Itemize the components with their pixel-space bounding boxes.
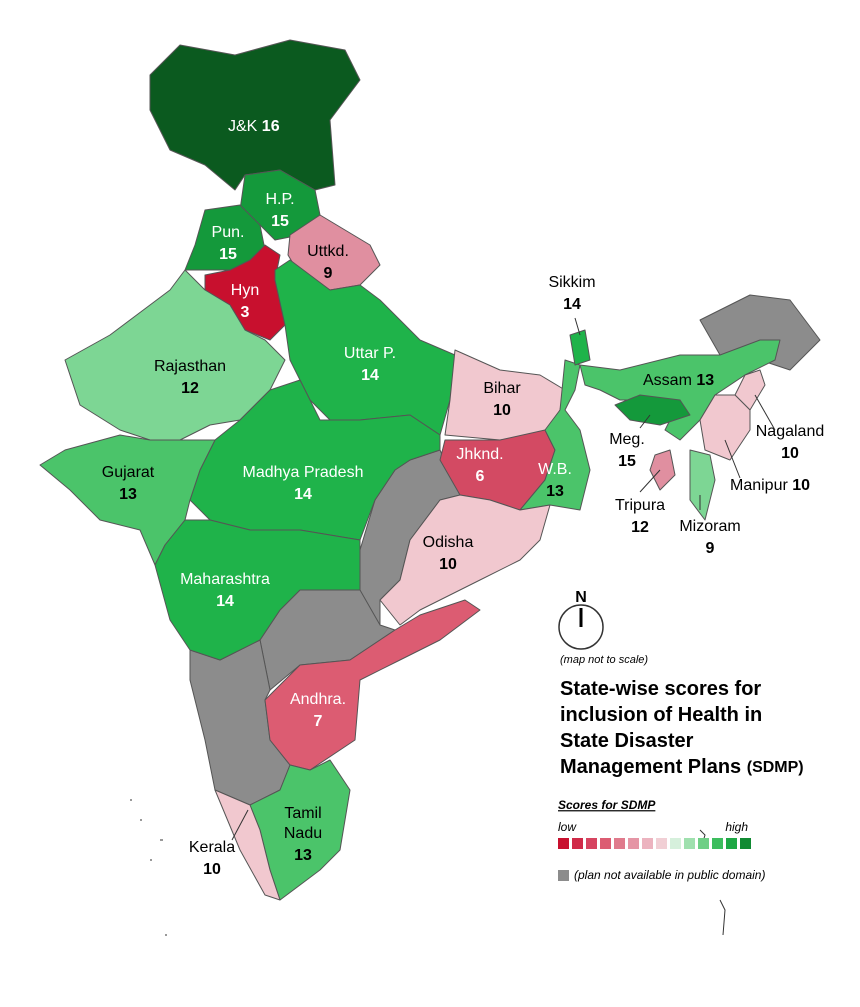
state-name: Maharashtra [180,571,270,588]
state-score: 10 [203,861,221,878]
state [214,789,281,901]
state-score: 14 [216,593,234,610]
state [154,519,361,661]
state-score: 3 [241,304,250,321]
state-score: 9 [324,265,333,282]
title-line: Management Plans (SDMP) [560,756,804,778]
legend-swatch [586,838,597,849]
state-score: 13 [546,483,564,500]
legend-high: high [725,820,748,834]
state-score: 14 [294,486,312,503]
legend-low: low [558,820,577,834]
legend-swatch [628,838,639,849]
state-name: Rajasthan [154,358,226,375]
state [689,449,716,521]
scale-note: (map not to scale) [560,654,648,666]
legend-swatch [712,838,723,849]
legend-swatch [614,838,625,849]
state-score: 10 [439,556,457,573]
state-name: Madhya Pradesh [243,464,364,481]
state-score: 7 [314,713,323,730]
state-name: Jhknd. [456,446,503,463]
state-name: Odisha [423,534,474,551]
legend-swatch [670,838,681,849]
states: J&K 16 H.P. 15 Pun. 15 Uttkd. 9 Hyn 3 Rajasthan 12… [39,39,825,901]
state-name: Kerala [189,839,235,856]
state [264,599,481,771]
compass-label: N [575,589,587,606]
state [569,329,591,366]
state-name: Uttkd. [307,243,349,260]
state-score: 10 [493,402,511,419]
state-score: 14 [563,296,581,313]
state-name: H.P. [265,191,294,208]
state [149,39,361,191]
leader-lines [130,317,776,936]
state [64,269,286,441]
state-score: 16 [262,118,280,135]
state-name: J&K [228,118,258,135]
state-score: 13 [294,847,312,864]
title-text: State-wise scores for [560,678,761,700]
state-score: 15 [271,213,289,230]
state [519,359,591,511]
legend-swatch [740,838,751,849]
state-score: 10 [792,477,810,494]
state [614,394,691,426]
title: State-wise scores for inclusion of Health… [560,678,804,778]
legend-na: (plan not available in public domain) [574,868,765,882]
state-name: Manipur [730,477,788,494]
legend-swatch [558,838,569,849]
state-name: Bihar [483,380,521,397]
state [379,494,551,626]
legend-swatch [642,838,653,849]
state-score: 14 [361,367,379,384]
state-name: Sikkim [548,274,595,291]
title-suffix: (SDMP) [747,759,804,776]
legend: Scores for SDMP low high (plan not availabl… [558,798,765,882]
state-score: 6 [476,468,485,485]
state-name: Uttar P. [344,345,396,362]
legend-na-swatch [558,870,569,881]
state [649,449,676,491]
state [699,394,751,461]
state-name: Meg. [609,431,645,448]
state-name: Mizoram [679,518,740,535]
title-text: State Disaster [560,730,694,752]
state-score: 15 [219,246,237,263]
state-score: 15 [618,453,636,470]
state-name: W.B. [538,461,572,478]
state-name: Tamil Nadu [284,805,322,842]
legend-swatch [698,838,709,849]
legend-swatch [600,838,611,849]
state-label: J&K 16 [228,118,280,135]
legend-swatch [656,838,667,849]
state-score: 12 [181,380,199,397]
state-name: Assam [643,372,692,389]
state-score: 13 [119,486,137,503]
state-name: Hyn [231,282,259,299]
state-name: Nagaland [756,423,825,440]
state-label: Assam 13 [643,372,714,389]
state-name: Gujarat [102,464,155,481]
legend-swatch [684,838,695,849]
title-line: State Disaster [560,730,694,752]
title-text: inclusion of Health in [560,704,762,726]
state-score: 12 [631,519,649,536]
title-line: State-wise scores for [560,678,761,700]
legend-title: Scores for SDMP [558,798,656,812]
legend-swatch [726,838,737,849]
state-name: Tripura [615,497,665,514]
state-score: 10 [781,445,799,462]
compass: N (map not to scale) [558,589,648,666]
state-label: Manipur 10 [730,477,810,494]
state-score: 13 [696,372,714,389]
state-score: 9 [706,540,715,557]
title-line: inclusion of Health in [560,704,762,726]
legend-swatch [572,838,583,849]
title-text: Management Plans [560,756,741,778]
state-name: Andhra. [290,691,346,708]
state-name: Pun. [212,224,245,241]
